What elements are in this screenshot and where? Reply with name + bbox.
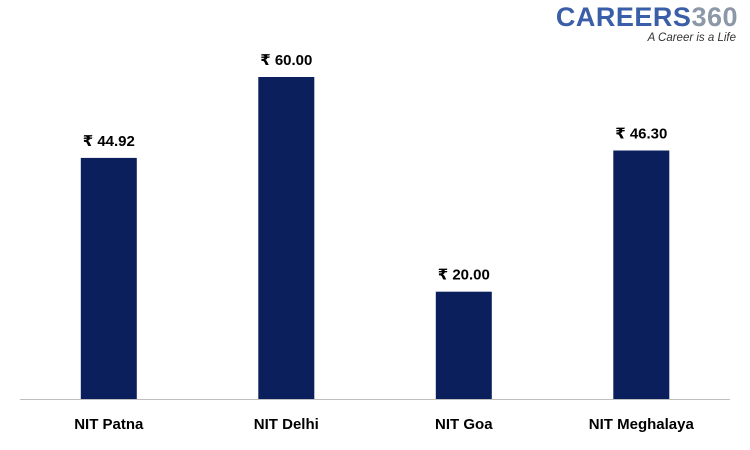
data-label-nit-meghalaya: ₹ 46.30	[615, 126, 667, 143]
bars-group	[80, 77, 670, 399]
category-label-nit-patna: NIT Patna	[74, 416, 144, 433]
bar-nit-patna	[80, 157, 137, 399]
careers360-logo: CAREERS360 A Career is a Life	[556, 4, 738, 45]
bar-nit-delhi	[258, 77, 315, 399]
bar-nit-meghalaya	[613, 150, 670, 399]
data-label-nit-delhi: ₹ 60.00	[260, 52, 312, 69]
category-label-nit-delhi: NIT Delhi	[254, 416, 319, 433]
category-label-nit-meghalaya: NIT Meghalaya	[589, 416, 695, 433]
data-label-nit-goa: ₹ 20.00	[438, 267, 490, 284]
category-label-nit-goa: NIT Goa	[435, 416, 493, 433]
data-label-nit-patna: ₹ 44.92	[83, 133, 135, 150]
logo-tagline: A Career is a Life	[647, 32, 736, 44]
data-labels-group: ₹ 44.92 ₹ 60.00 ₹ 20.00 ₹ 46.30	[83, 52, 668, 284]
logo-brand-text: CAREERS	[555, 2, 692, 32]
logo-wordmark: CAREERS360	[556, 4, 738, 31]
category-labels-group: NIT Patna NIT Delhi NIT Goa NIT Meghalaya	[74, 416, 694, 433]
logo-number-text: 360	[691, 2, 738, 32]
bar-nit-goa	[435, 291, 492, 399]
